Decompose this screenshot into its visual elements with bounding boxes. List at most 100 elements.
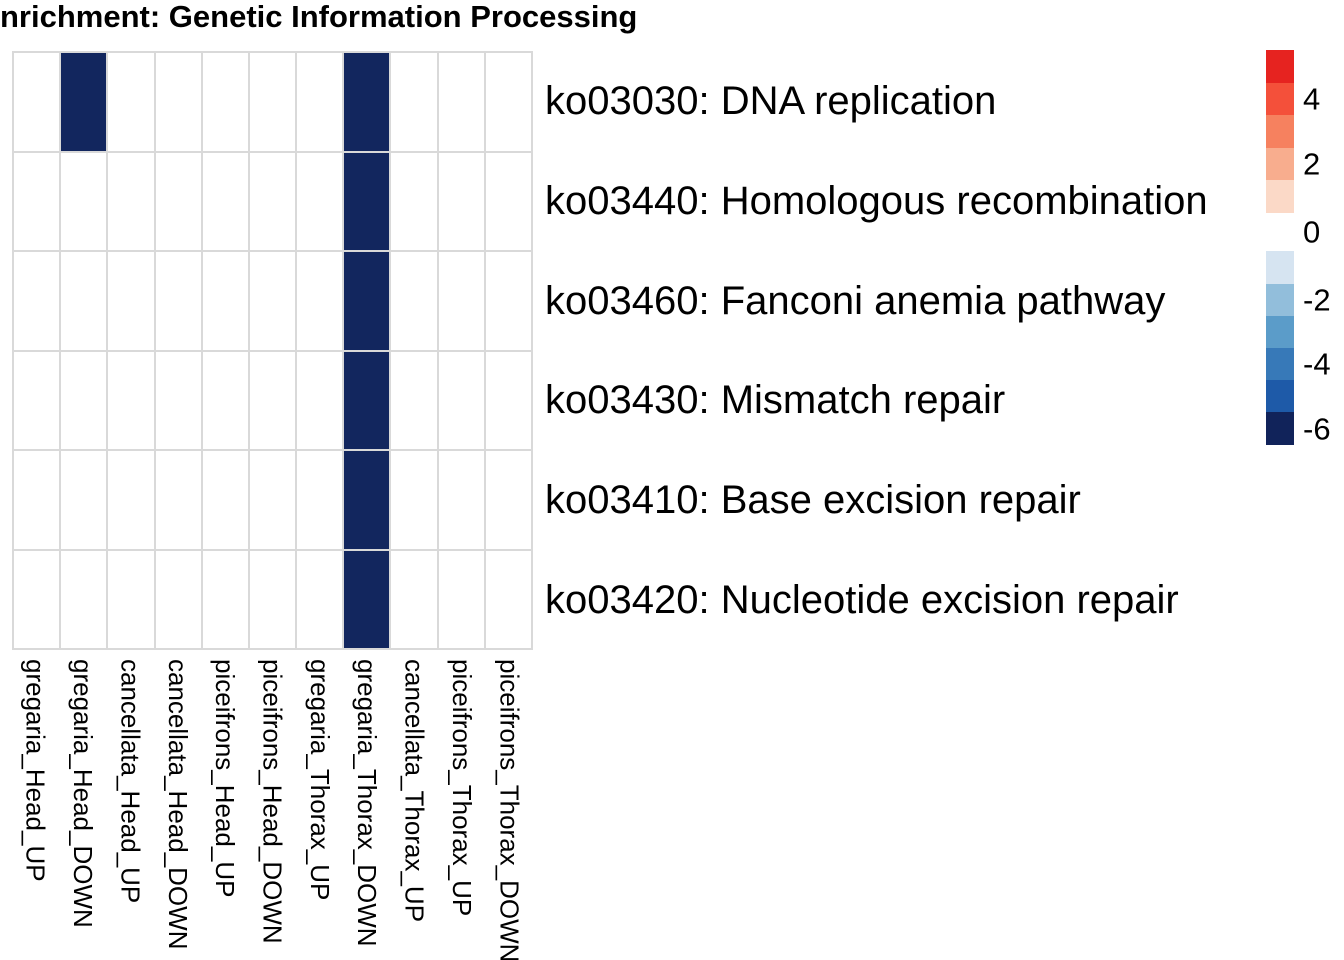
column-label: piceifrons_Thorax_UP: [438, 659, 485, 955]
column-label: gregaria_Thorax_DOWN: [344, 659, 391, 955]
legend-tick-label: -6: [1303, 411, 1331, 446]
legend-tick-label: -2: [1303, 282, 1331, 318]
heatmap-cell: [249, 451, 296, 549]
heatmap-cell: [297, 152, 343, 250]
column-label: piceifrons_Head_DOWN: [249, 659, 296, 955]
heatmap-cell: [155, 351, 201, 449]
y-axis-row-labels: ko03030: DNA replication ko03440: Homolog…: [545, 51, 1208, 650]
heatmap-cell: [344, 152, 390, 250]
legend-color-block-positive: [1266, 180, 1294, 213]
heatmap-cell: [61, 550, 107, 648]
column-label-text: gregaria_Thorax_UP: [304, 659, 335, 901]
legend-color-block-positive: [1266, 50, 1294, 83]
legend-tick-label: -4: [1303, 346, 1331, 382]
legend-color-block-positive: [1266, 115, 1294, 148]
heatmap-cell: [391, 252, 437, 350]
row-label: ko03410: Base excision repair: [545, 478, 1081, 523]
column-label: gregaria_Head_DOWN: [59, 659, 106, 955]
column-label: gregaria_Head_UP: [12, 659, 59, 955]
column-label: piceifrons_Head_UP: [201, 659, 248, 955]
column-label-text: gregaria_Thorax_DOWN: [352, 659, 383, 947]
heatmap-cell: [202, 351, 248, 449]
heatmap-cell: [108, 152, 154, 250]
legend-color-block-negative: [1266, 283, 1294, 316]
legend-color-block-negative: [1266, 380, 1294, 413]
heatmap-cell: [249, 351, 296, 449]
heatmap-cell: [438, 53, 484, 151]
heatmap-cell: [202, 451, 248, 549]
heatmap-cell: [391, 152, 437, 250]
heatmap-cell: [344, 351, 390, 449]
heatmap-cell: [344, 451, 390, 549]
heatmap-cell: [202, 252, 248, 350]
heatmap-cell: [391, 53, 437, 151]
legend-tick-label: 2: [1303, 146, 1321, 182]
heatmap-cell: [61, 451, 107, 549]
heatmap-cell: [438, 351, 484, 449]
heatmap-cell: [485, 53, 531, 151]
row-label: ko03460: Fanconi anemia pathway: [545, 278, 1166, 323]
heatmap-cell: [297, 53, 343, 151]
heatmap-cell: [14, 550, 60, 648]
heatmap-cell: [108, 451, 154, 549]
heatmap-cell: [155, 252, 201, 350]
heatmap-cell: [14, 53, 60, 151]
heatmap-cell: [14, 451, 60, 549]
legend-color-block-negative: [1266, 412, 1294, 445]
heatmap-cell: [108, 252, 154, 350]
heatmap-cell: [485, 152, 531, 250]
chart-title: nrichment: Genetic Information Processin…: [0, 0, 638, 34]
heatmap-cell: [297, 252, 343, 350]
column-label-text: cancellata_Head_DOWN: [162, 659, 193, 950]
column-label: cancellata_Head_UP: [107, 659, 154, 955]
row-label: ko03440: Homologous recombination: [545, 178, 1208, 223]
column-label: cancellata_Thorax_UP: [391, 659, 438, 955]
heatmap-cell: [155, 550, 201, 648]
heatmap-cell: [202, 53, 248, 151]
heatmap-cell: [14, 351, 60, 449]
legend-tick-label: 0: [1303, 214, 1321, 250]
heatmap-cell: [108, 351, 154, 449]
x-axis-column-labels: gregaria_Head_UP gregaria_Head_DOWN cancel…: [12, 659, 533, 960]
heatmap-cell: [249, 252, 296, 350]
heatmap-cell: [391, 451, 437, 549]
heatmap-cell: [297, 351, 343, 449]
row-label: ko03420: Nucleotide excision repair: [545, 578, 1179, 623]
heatmap-grid: [12, 51, 533, 650]
row-label: ko03430: Mismatch repair: [545, 378, 1006, 423]
row-label: ko03030: DNA replication: [545, 78, 997, 123]
legend-tick-label: 4: [1303, 81, 1321, 117]
legend-color-block-negative: [1266, 315, 1294, 348]
heatmap-cell: [344, 550, 390, 648]
column-label-text: piceifrons_Thorax_UP: [446, 659, 477, 917]
heatmap-cell: [438, 451, 484, 549]
heatmap-cell: [391, 351, 437, 449]
heatmap-cell: [61, 252, 107, 350]
heatmap-cell: [202, 152, 248, 250]
heatmap-cell: [155, 451, 201, 549]
heatmap-cell: [485, 351, 531, 449]
heatmap-cell: [485, 451, 531, 549]
column-label-text: gregaria_Head_DOWN: [68, 659, 99, 928]
heatmap-cell: [155, 53, 201, 151]
heatmap-cell: [485, 550, 531, 648]
heatmap-cell: [155, 152, 201, 250]
heatmap-cell: [61, 152, 107, 250]
column-label-text: gregaria_Head_UP: [20, 659, 51, 882]
heatmap-cell: [249, 53, 296, 151]
column-label-text: piceifrons_Head_UP: [210, 659, 241, 898]
heatmap-cell: [438, 152, 484, 250]
heatmap-cell: [249, 550, 296, 648]
heatmap-cell: [14, 252, 60, 350]
column-label: piceifrons_Thorax_DOWN: [486, 659, 533, 960]
heatmap-cell: [202, 550, 248, 648]
heatmap-cell: [297, 451, 343, 549]
legend-color-block-positive: [1266, 82, 1294, 116]
heatmap-cell: [61, 53, 107, 151]
heatmap-cell: [344, 252, 390, 350]
heatmap-cell: [344, 53, 390, 151]
heatmap-cell: [438, 252, 484, 350]
column-label-text: cancellata_Head_UP: [115, 659, 146, 904]
heatmap-cell: [249, 152, 296, 250]
